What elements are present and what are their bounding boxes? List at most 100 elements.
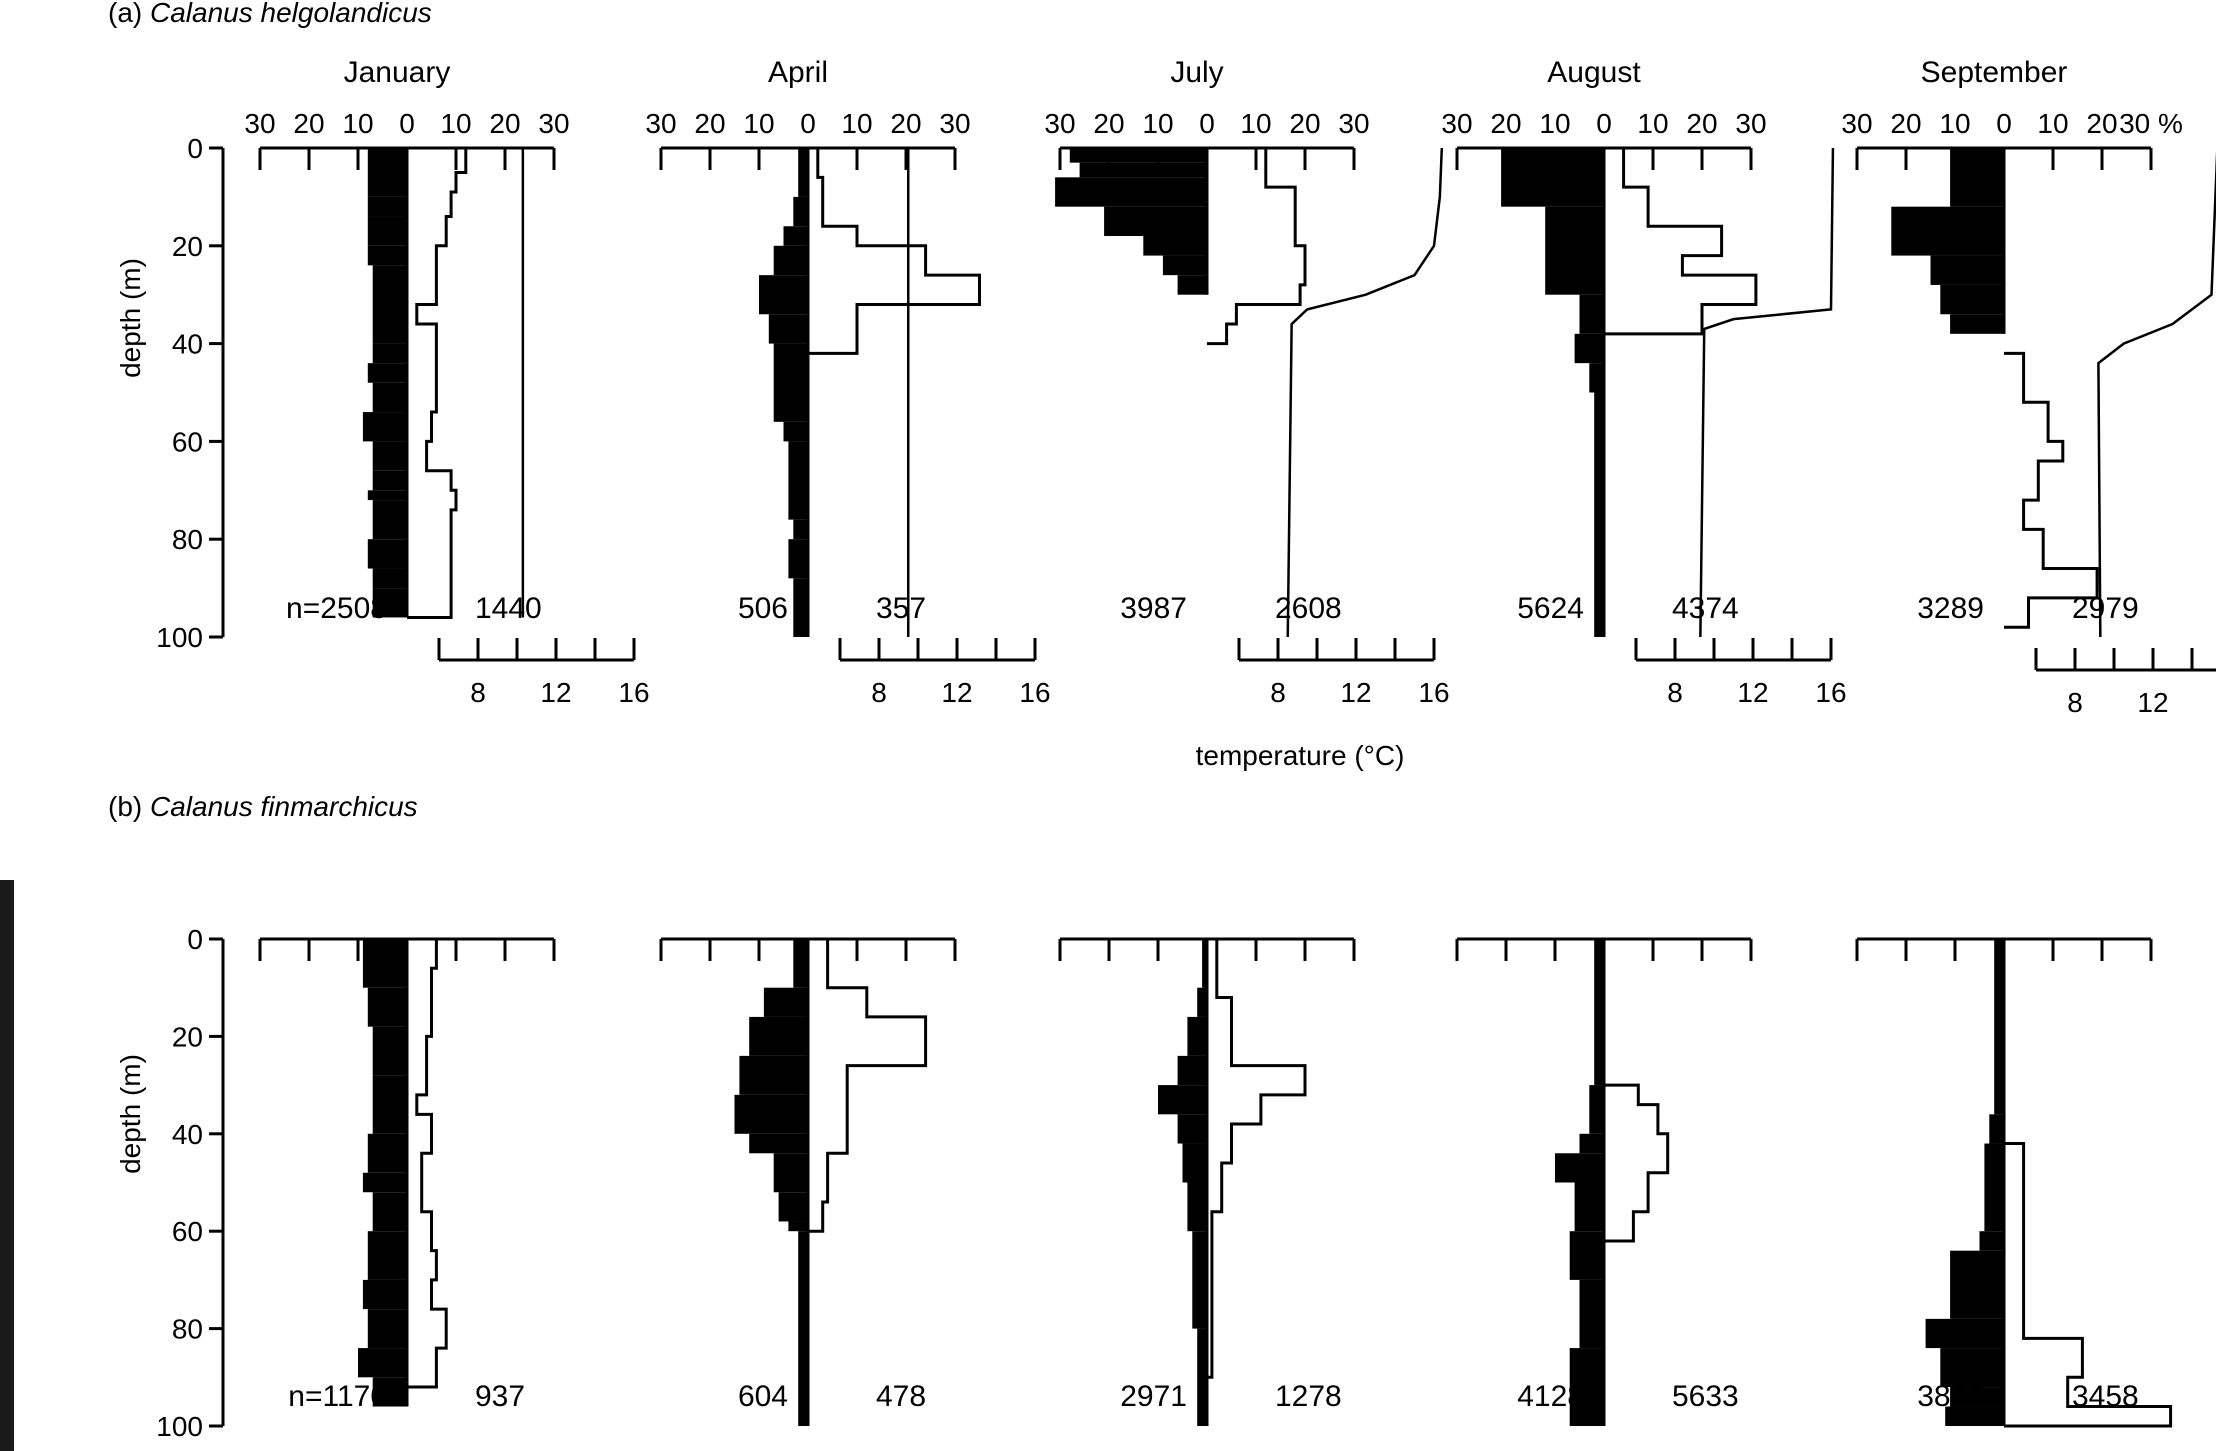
depth-tick-label: 20: [172, 1021, 203, 1052]
day-bar: [1177, 1055, 1207, 1086]
day-bar: [372, 568, 407, 589]
day-bar: [367, 216, 407, 246]
month-july: July 30 20 10 0 10 20 30 8 12 16 3987 2608: [1044, 56, 1449, 708]
day-bar: [1197, 1328, 1207, 1426]
day-bar: [1979, 1231, 2004, 1251]
day-sample-count: 604: [738, 1380, 788, 1413]
day-bar: [367, 363, 407, 383]
depth-tick-label: 60: [172, 426, 203, 457]
depth-tick-label: 0: [187, 133, 203, 164]
day-bar: [367, 1133, 407, 1173]
day-bar: [1187, 1016, 1207, 1056]
day-bar: [372, 1075, 407, 1134]
day-sample-count: 3835: [1917, 1380, 1984, 1413]
day-bar: [362, 412, 407, 442]
day-bar: [1162, 255, 1207, 276]
day-bar: [367, 539, 407, 569]
day-bar: [1545, 206, 1604, 295]
temperature-tick-label: 8: [470, 677, 486, 708]
day-bar: [734, 1094, 808, 1134]
day-bar: [372, 588, 407, 618]
day-sample-count: n=2508: [286, 592, 387, 625]
day-distribution: [1501, 148, 1604, 637]
percent-tick-label: 20: [1490, 108, 1521, 139]
day-bar: [372, 343, 407, 364]
day-bar: [362, 1172, 407, 1193]
month-april: April 30 20 10 0 10 20 30 8 12 16 506 357: [645, 56, 1050, 708]
percent-tick-label: 30: [1735, 108, 1766, 139]
month-title: August: [1547, 56, 1641, 89]
day-bar: [362, 939, 407, 988]
day-bar: [1055, 177, 1207, 207]
month-january: January 30 20 10 0 10 20 30 8 12 16 n=2508 1440: [244, 56, 649, 708]
month-july: 2971 1278: [1058, 937, 1356, 1426]
day-bar: [1594, 392, 1604, 637]
day-bar: [1192, 1231, 1207, 1329]
percent-tick-label: 20: [694, 108, 725, 139]
percent-tick-label: 10: [1240, 108, 1271, 139]
day-bar: [1574, 1182, 1604, 1232]
night-sample-count: 357: [876, 592, 926, 625]
day-bar: [372, 470, 407, 491]
night-sample-count: 4374: [1672, 592, 1739, 625]
day-bar: [367, 196, 407, 217]
temperature-tick-label: 16: [1019, 677, 1050, 708]
day-bar: [1891, 206, 2004, 256]
day-bar: [1950, 148, 2004, 207]
percent-tick-label: 0: [1996, 108, 2012, 139]
day-bar: [788, 1221, 808, 1232]
night-sample-count: 3458: [2072, 1380, 2139, 1413]
night-sample-count: 1440: [475, 592, 542, 625]
day-bar: [1069, 148, 1207, 163]
percent-tick-label: 30: [645, 108, 676, 139]
day-distribution: [734, 939, 808, 1426]
day-distribution: [362, 148, 407, 618]
day-bar: [749, 1133, 808, 1154]
day-bar: [783, 226, 808, 246]
night-distribution: [2002, 939, 2173, 1428]
day-bar: [1945, 1406, 2004, 1426]
night-distribution: [407, 937, 448, 1389]
day-bar: [367, 490, 407, 501]
day-bar: [793, 519, 808, 540]
percent-tick-label: 30: [244, 108, 275, 139]
percent-tick-label: 20: [2086, 108, 2117, 139]
day-bar: [1989, 1114, 2004, 1144]
panel-b: 0 20 40 60 80 100 n=1170 937 604 478 2971 1278 4128 5…: [156, 924, 2173, 1442]
percent-tick-label: 10: [1637, 108, 1668, 139]
night-sample-count: 2979: [2072, 592, 2139, 625]
percent-tick-label: 10: [743, 108, 774, 139]
day-bar: [1177, 1114, 1207, 1144]
day-bar: [768, 314, 808, 344]
day-bar: [358, 1348, 407, 1378]
depth-tick-label: 40: [172, 329, 203, 360]
percent-tick-label: 30: [1338, 108, 1369, 139]
day-bar: [1182, 1143, 1207, 1183]
day-bar: [793, 939, 808, 988]
scan-edge-shadow: [0, 880, 14, 1451]
day-bar: [1579, 1133, 1604, 1154]
percent-tick-label: 10: [1939, 108, 1970, 139]
day-bar: [372, 500, 407, 540]
day-bar: [1104, 206, 1207, 237]
day-distribution: [1555, 939, 1604, 1426]
night-distribution: [1207, 937, 1307, 1379]
day-bar: [749, 1016, 808, 1056]
day-bar: [367, 245, 407, 266]
day-bar: [372, 382, 407, 413]
temperature-tick-label: 12: [941, 677, 972, 708]
day-distribution: [358, 939, 407, 1407]
month-title: January: [344, 56, 451, 89]
day-distribution: [1891, 148, 2004, 334]
day-sample-count: 4128: [1517, 1380, 1584, 1413]
depth-tick-label: 100: [156, 1411, 203, 1442]
night-distribution: [1602, 939, 1670, 1243]
day-distribution: [759, 148, 808, 637]
month-august: 4128 5633: [1455, 937, 1753, 1426]
day-bar: [1555, 1153, 1604, 1183]
day-bar: [773, 343, 808, 422]
night-sample-count: 937: [475, 1380, 525, 1413]
percent-tick-label: 30: [1044, 108, 1075, 139]
day-sample-count: 506: [738, 592, 788, 625]
